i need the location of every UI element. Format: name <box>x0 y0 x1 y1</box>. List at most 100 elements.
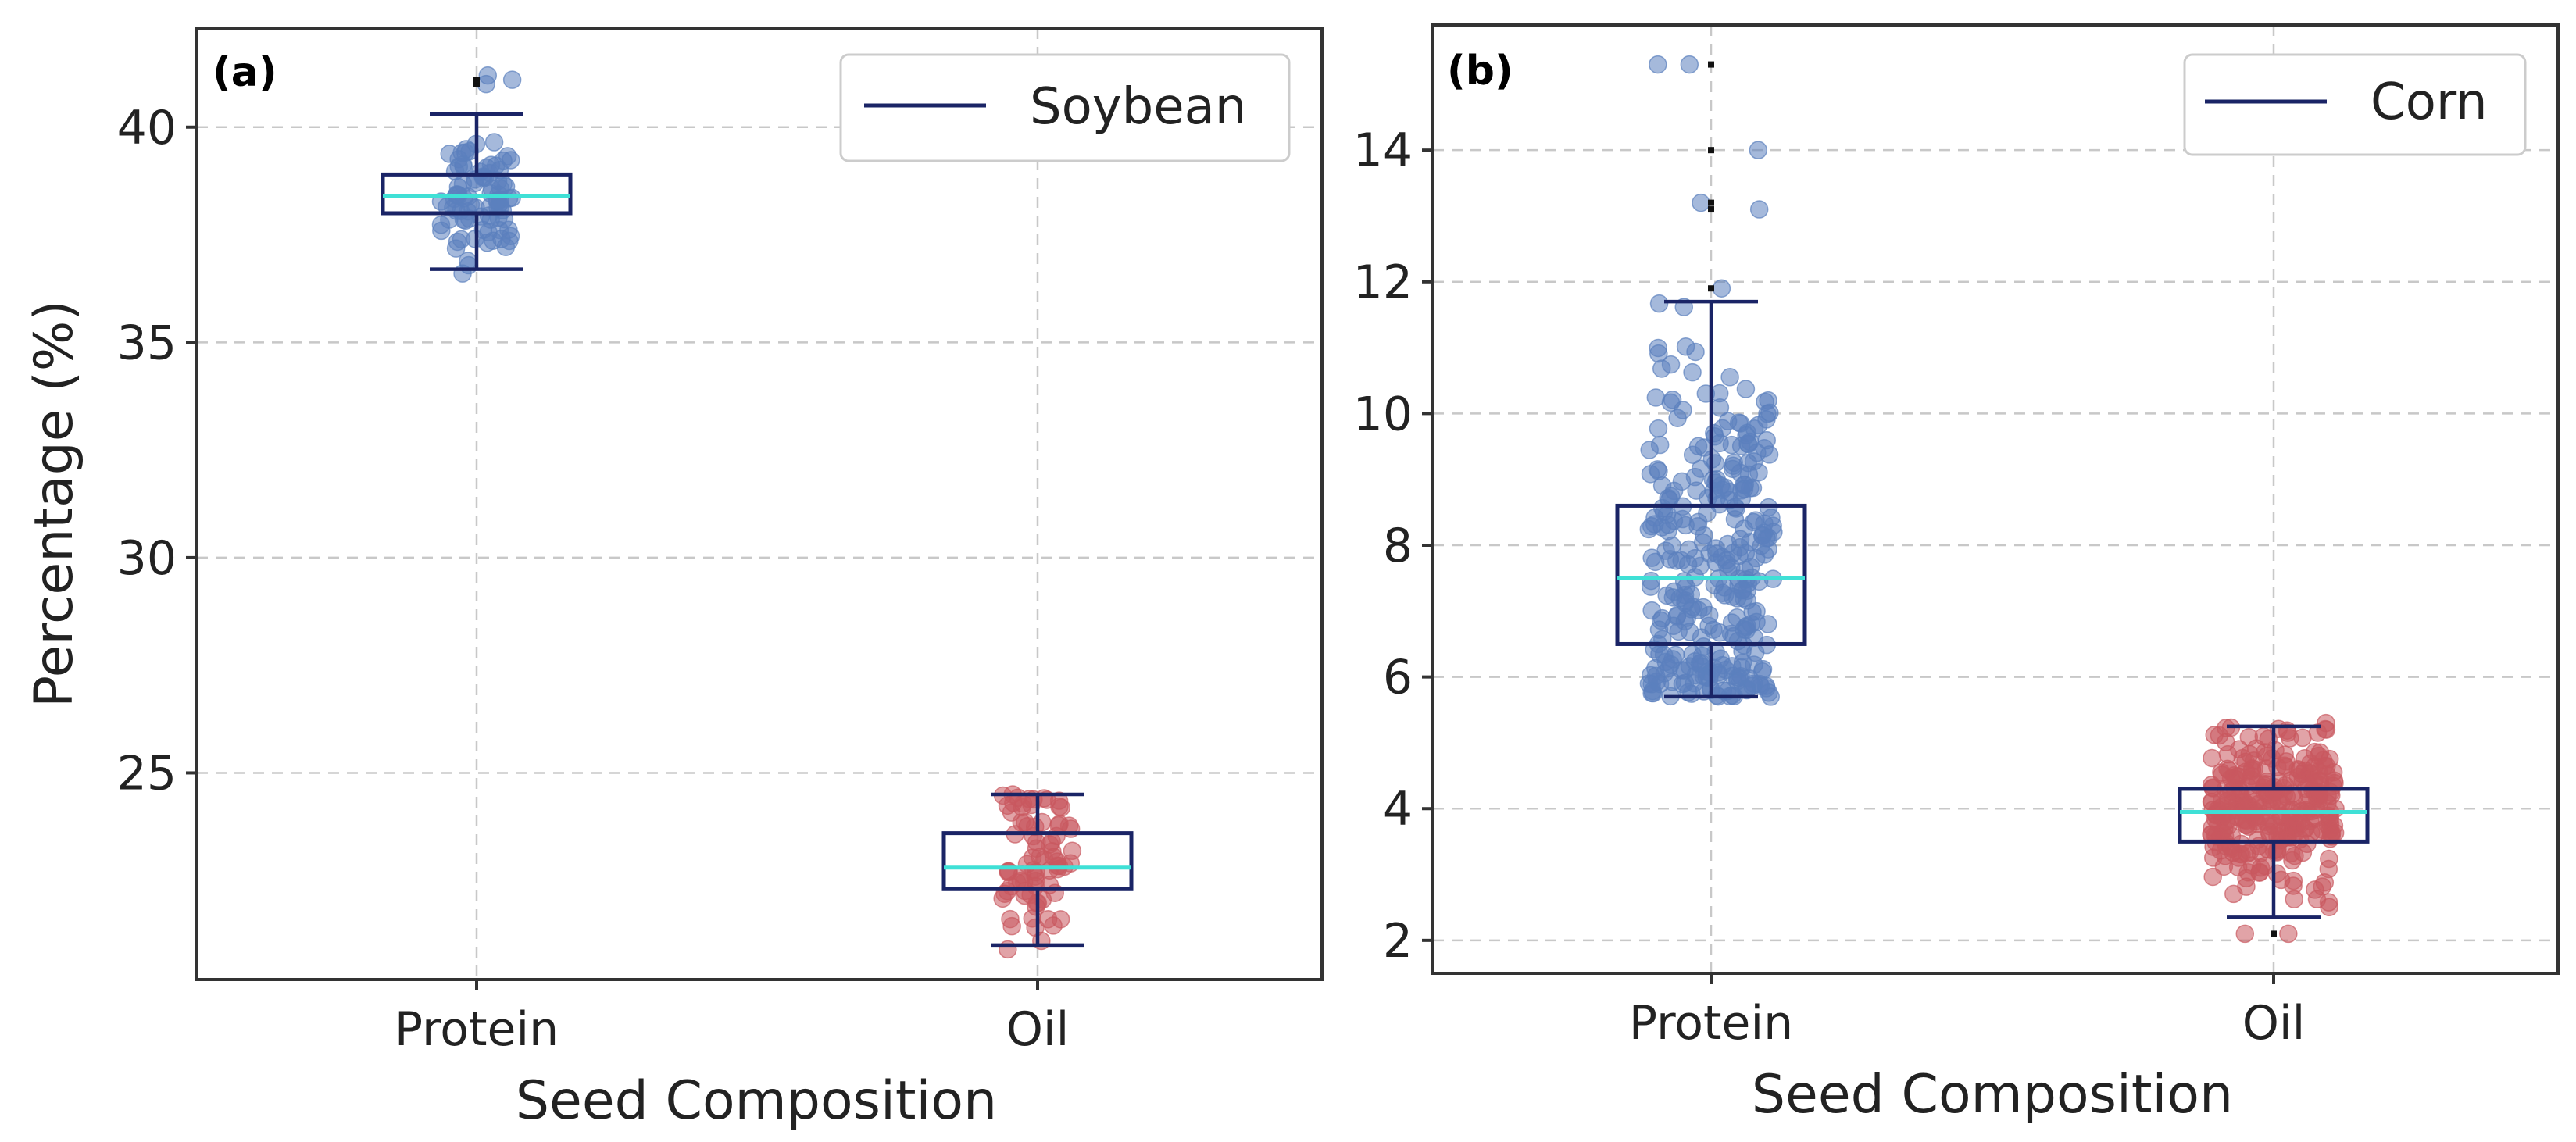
panel-b-legend-box <box>2183 53 2527 156</box>
panel-b-frame <box>1431 23 2560 975</box>
data-point-protein <box>1641 666 1660 685</box>
data-point-protein <box>1699 605 1719 625</box>
data-point-protein <box>1747 601 1766 621</box>
data-point-protein <box>1645 552 1665 572</box>
panel-b-legend: Corn <box>2183 53 2527 156</box>
data-point-protein <box>1710 384 1729 403</box>
data-point-oil <box>2213 765 2231 784</box>
panel-a-y-axis-title: Percentage (%) <box>23 300 85 708</box>
panel-a-label: (a) <box>213 49 277 96</box>
panel-b-x-axis-title: Seed Composition <box>1752 1064 2233 1126</box>
data-point-protein <box>1757 430 1776 450</box>
data-point-protein <box>1648 460 1667 479</box>
data-point-protein <box>484 133 504 152</box>
panel-a-soybean: 25 30 35 40 Protein Oil (a) Soybean Seed Com… <box>23 27 1324 1132</box>
y-tick-label: 10 <box>1353 387 1413 441</box>
data-point-protein <box>1749 200 1769 219</box>
data-point-protein <box>1692 193 1710 212</box>
y-tick-label: 6 <box>1383 651 1413 705</box>
data-point-protein <box>1752 536 1771 555</box>
data-point-oil <box>2235 924 2255 944</box>
data-point-oil <box>2306 880 2324 899</box>
data-point-protein <box>1744 512 1763 532</box>
panel-b-y-ticks: 2 4 6 8 10 12 14 <box>1353 123 1433 969</box>
data-point-oil <box>2278 723 2297 742</box>
panel-a-gridlines <box>197 28 1322 980</box>
data-point-protein <box>1649 419 1668 438</box>
data-point-protein <box>1715 578 1734 597</box>
panel-a-points <box>431 66 1082 959</box>
panel-b-points <box>1639 55 2345 944</box>
data-point-oil <box>2256 743 2274 762</box>
data-point-oil <box>1045 883 1064 902</box>
data-point-protein <box>1737 426 1756 445</box>
data-point-protein <box>1763 516 1782 535</box>
panel-a-frame <box>195 27 1324 981</box>
box-oil <box>2178 787 2370 844</box>
data-point-protein <box>502 151 520 170</box>
outlier-marker <box>1708 199 1714 206</box>
data-point-oil <box>2203 792 2222 812</box>
data-point-oil <box>1044 916 1063 935</box>
data-point-protein <box>1683 362 1702 382</box>
data-point-protein <box>1649 55 1667 74</box>
data-point-protein <box>1735 619 1753 639</box>
data-point-protein <box>1760 683 1778 702</box>
data-point-protein <box>1736 544 1756 562</box>
data-point-protein <box>1672 661 1692 680</box>
data-point-oil <box>2224 884 2243 904</box>
data-point-protein <box>1661 355 1681 374</box>
y-tick-label: 30 <box>117 531 177 586</box>
box-protein <box>1615 503 1807 646</box>
data-point-oil <box>2279 924 2298 944</box>
data-point-oil <box>2229 767 2249 786</box>
data-point-protein <box>1727 589 1747 608</box>
x-tick-label-protein: Protein <box>395 1002 559 1057</box>
panel-a-y-ticks: 25 30 35 40 <box>117 101 197 801</box>
data-point-protein <box>1720 368 1739 387</box>
data-point-oil <box>2320 849 2338 869</box>
panel-a-x-ticks: Protein Oil <box>395 980 1069 1057</box>
data-point-oil <box>2288 760 2307 779</box>
data-point-protein <box>1712 279 1731 298</box>
data-point-protein <box>1760 403 1779 423</box>
data-point-protein <box>1649 294 1669 313</box>
data-point-oil <box>1002 803 1021 822</box>
x-tick-label-protein: Protein <box>1629 996 1793 1051</box>
panel-a-legend: Soybean <box>839 53 1291 162</box>
data-point-protein <box>1703 470 1723 490</box>
outlier-marker <box>1708 285 1714 292</box>
data-point-protein <box>1743 478 1763 498</box>
data-point-oil <box>2285 890 2304 908</box>
data-point-oil <box>1026 918 1045 937</box>
data-point-protein <box>1668 409 1687 427</box>
data-point-protein <box>1641 577 1660 596</box>
data-point-protein <box>1710 666 1728 684</box>
panel-b-boxes <box>1615 61 2370 937</box>
data-point-oil <box>2290 800 2309 819</box>
data-point-protein <box>1753 659 1773 679</box>
data-point-protein <box>1711 649 1730 668</box>
data-point-protein <box>1657 505 1677 524</box>
outlier-marker <box>2271 930 2277 937</box>
data-point-protein <box>1656 652 1676 672</box>
panel-b-legend-text: Corn <box>2371 73 2488 131</box>
data-point-protein <box>1710 434 1729 453</box>
data-point-oil <box>2214 806 2234 825</box>
box-oil <box>941 831 1134 891</box>
data-point-oil <box>2284 871 2303 890</box>
data-point-protein <box>1707 544 1726 563</box>
data-point-oil <box>2232 844 2251 864</box>
data-point-oil <box>999 862 1018 881</box>
data-point-protein <box>1672 472 1692 491</box>
box-protein <box>381 172 573 216</box>
data-point-protein <box>1681 623 1699 641</box>
y-tick-label: 35 <box>117 316 177 370</box>
y-tick-label: 25 <box>117 746 177 801</box>
data-point-oil <box>1002 916 1021 936</box>
y-tick-label: 12 <box>1353 255 1413 310</box>
data-point-protein <box>1680 55 1699 74</box>
x-tick-label-oil: Oil <box>2242 996 2306 1051</box>
data-point-protein <box>1642 516 1661 536</box>
